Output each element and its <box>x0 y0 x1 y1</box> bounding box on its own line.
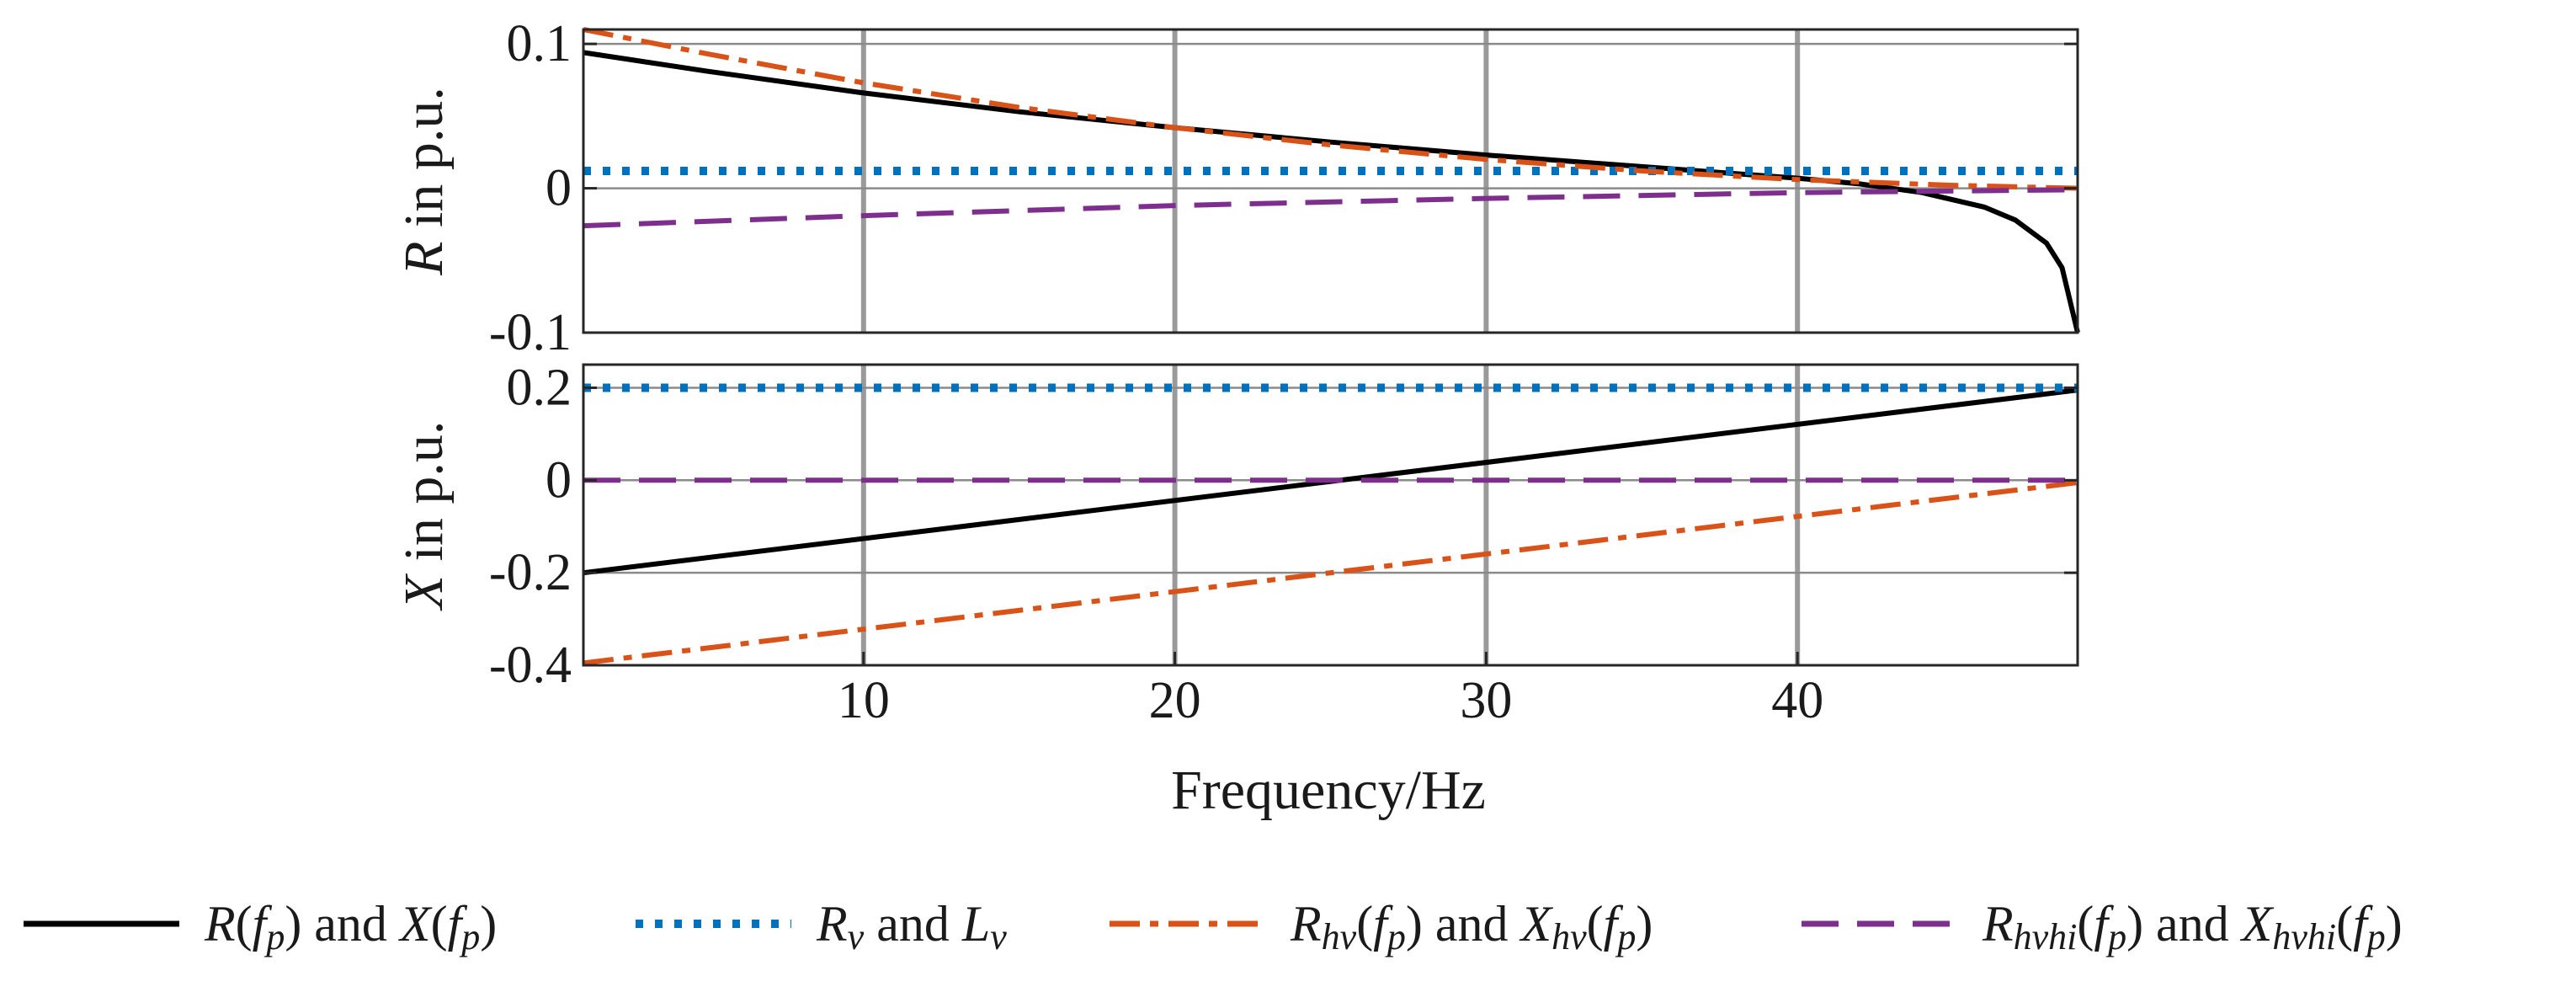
series-line-Xhv(fp) <box>583 480 2078 666</box>
legend-label-part: and <box>864 896 962 952</box>
series-line-Rhv(fp) <box>583 27 2078 191</box>
legend-label-part: ( <box>431 896 448 952</box>
legend-label-part: ) and <box>285 896 400 952</box>
legend-label-part: p <box>1615 916 1636 957</box>
legend-label-part: ( <box>2336 896 2353 952</box>
legend-label-part: v <box>848 916 865 957</box>
legend-label-part: p <box>459 916 480 957</box>
legend-label-part: R <box>204 896 236 952</box>
legend-label-part: L <box>961 896 990 952</box>
y-tick-label: 0.1 <box>507 15 572 72</box>
legend-label-part: ) <box>480 896 497 952</box>
legend-label-part: p <box>263 916 285 957</box>
top-panel: -0.1 0 0.1 R in p.u. <box>393 15 2080 361</box>
legend-label-part: hv <box>1551 916 1587 957</box>
y-tick-label: -0.2 <box>489 544 572 601</box>
legend-label-part: ( <box>1587 896 1604 952</box>
y-axis-label-variable: X <box>393 573 455 611</box>
y-tick-label: -0.1 <box>489 304 572 361</box>
y-axis-label-unit: in p.u. <box>393 87 455 241</box>
x-tick-label: 30 <box>1460 672 1512 729</box>
legend-label: R(fp) and X(fp) <box>204 896 497 957</box>
series-line-Rhvhi(fp) <box>583 187 2078 229</box>
series-line-R(fp) <box>583 50 2080 333</box>
legend-label-part: p <box>1385 916 1406 957</box>
legend-label-part: ) <box>1636 896 1653 952</box>
legend-label-part: X <box>2240 896 2275 952</box>
axes-box <box>582 28 2079 334</box>
x-axis-label: Frequency/Hz <box>1171 760 1486 821</box>
y-axis-label-unit: in p.u. <box>393 421 455 575</box>
legend-label-part: v <box>990 916 1007 957</box>
legend-label-part: R <box>1982 896 2014 952</box>
legend-label-part: R <box>816 896 848 952</box>
legend-label-part: X <box>1519 896 1553 952</box>
legend-label-part: ( <box>1356 896 1373 952</box>
axes-box <box>582 363 2079 667</box>
legend-label-part: ( <box>236 896 253 952</box>
legend-label: Rhv(fp) and Xhv(fp) <box>1290 896 1653 957</box>
y-tick-label: 0.2 <box>507 359 572 416</box>
x-tick-label: 10 <box>838 672 890 729</box>
bottom-panel: -0.4 -0.2 0 0.2 10 20 30 40 X in p.u. <box>393 359 2079 729</box>
legend-label-part: ) <box>2386 896 2403 952</box>
legend-label-part: R <box>1290 896 1322 952</box>
legend-label-part: hv <box>1322 916 1357 957</box>
legend-label-part: ) and <box>1406 896 1521 952</box>
legend-label-part: hvhi <box>2014 916 2078 957</box>
y-axis-label-variable: R <box>393 242 455 276</box>
y-tick-label: -0.4 <box>489 637 572 694</box>
x-tick-label: 20 <box>1149 672 1201 729</box>
y-axis-label: R in p.u. <box>393 87 455 276</box>
legend-label-part: hvhi <box>2272 916 2336 957</box>
legend: R(fp) and X(fp) Rv and Lv Rhv(fp) and Xhv(… <box>24 896 2403 957</box>
y-axis-label: X in p.u. <box>393 421 455 612</box>
legend-label-part: p <box>2105 916 2126 957</box>
legend-label: Rv and Lv <box>816 896 1007 957</box>
legend-label-part: p <box>2365 916 2386 957</box>
legend-label-part: ) and <box>2126 896 2242 952</box>
legend-label-part: X <box>398 896 433 952</box>
legend-label-part: ( <box>2077 896 2094 952</box>
legend-label: Rhvhi(fp) and Xhvhi(fp) <box>1982 896 2403 957</box>
x-tick-label: 40 <box>1771 672 1823 729</box>
y-tick-label: 0 <box>546 160 572 217</box>
y-tick-label: 0 <box>546 451 572 509</box>
